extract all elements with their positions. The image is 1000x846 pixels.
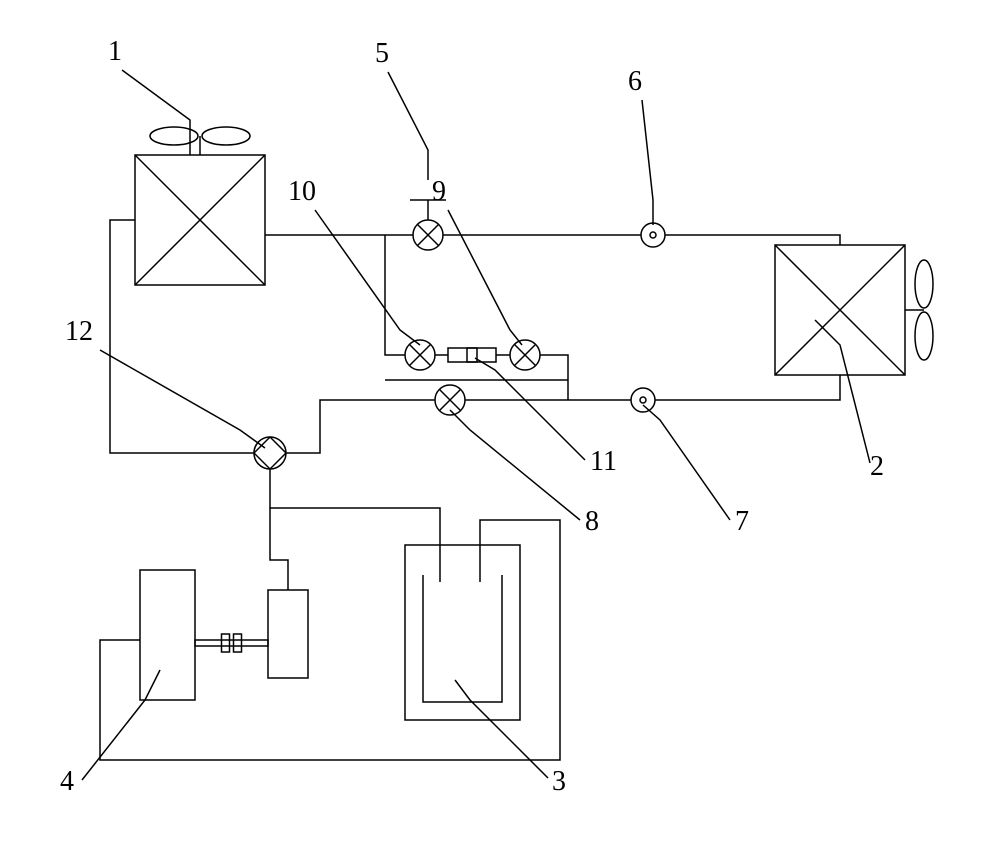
label-3: 3 xyxy=(455,680,566,797)
p-bypass-left xyxy=(385,235,405,355)
valve-9 xyxy=(510,340,540,370)
valve-5 xyxy=(410,200,446,250)
tank-3 xyxy=(405,545,520,720)
p-hx2-bot-to-7 xyxy=(655,375,840,400)
valve-12 xyxy=(254,437,286,469)
label-text-5: 5 xyxy=(375,38,389,69)
p-comp-stub xyxy=(270,508,288,590)
label-text-2: 2 xyxy=(870,451,884,482)
label-text-9: 9 xyxy=(432,176,446,207)
label-text-6: 6 xyxy=(628,66,642,97)
label-text-7: 7 xyxy=(735,506,749,537)
p-bypass-right xyxy=(540,355,568,400)
sensor-6 xyxy=(641,223,665,247)
label-12: 12 xyxy=(65,316,265,448)
label-5: 5 xyxy=(375,38,428,180)
hx-1 xyxy=(135,155,265,285)
p-8-to-12 xyxy=(286,400,435,453)
component-11 xyxy=(448,348,496,362)
label-6: 6 xyxy=(628,66,653,225)
label-text-11: 11 xyxy=(590,446,617,477)
hx-2 xyxy=(775,245,905,375)
label-text-1: 1 xyxy=(108,36,122,67)
fan-1 xyxy=(150,127,250,155)
label-9: 9 xyxy=(432,176,522,345)
schematic-diagram: 1 5 6 10 9 12 11 8 7 2 3 4 xyxy=(0,0,1000,846)
label-text-3: 3 xyxy=(552,766,566,797)
fan-2 xyxy=(905,260,933,360)
p-hx1-left-down xyxy=(110,220,254,453)
compressor-4 xyxy=(140,570,308,700)
label-4: 4 xyxy=(60,670,160,797)
label-10: 10 xyxy=(288,176,420,345)
p-12-down-to-tank xyxy=(270,469,440,582)
p-tank-to-comp xyxy=(100,520,560,760)
label-7: 7 xyxy=(643,405,749,537)
label-text-12: 12 xyxy=(65,316,93,347)
label-text-10: 10 xyxy=(288,176,316,207)
p-6-to-hx2-top xyxy=(665,235,840,245)
label-text-4: 4 xyxy=(60,766,74,797)
label-text-8: 8 xyxy=(585,506,599,537)
sensor-7 xyxy=(631,388,655,412)
label-8: 8 xyxy=(450,410,599,537)
label-11: 11 xyxy=(475,358,617,477)
